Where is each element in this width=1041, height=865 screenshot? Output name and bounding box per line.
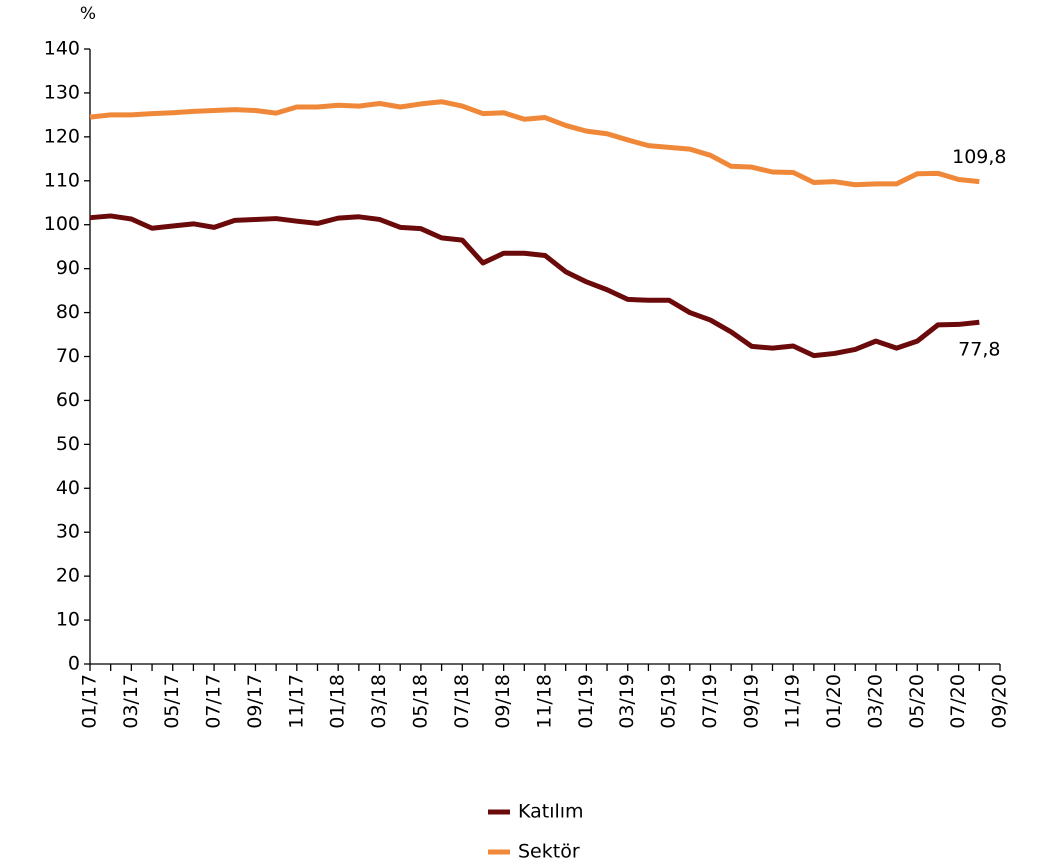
y-tick-label: 120 — [44, 125, 80, 147]
x-tick-label: 03/19 — [616, 674, 638, 729]
x-tick-label: 01/18 — [327, 674, 349, 729]
x-tick-label: 11/18 — [534, 674, 556, 729]
x-tick-label: 01/17 — [79, 674, 101, 729]
y-tick-label: 100 — [44, 213, 80, 235]
y-tick-label: 0 — [68, 653, 80, 675]
x-tick-label: 09/19 — [740, 674, 762, 729]
y-tick-label: 110 — [44, 169, 80, 191]
x-tick-label: 07/17 — [203, 674, 225, 729]
y-tick-label: 50 — [56, 433, 80, 455]
x-tick-label: 03/18 — [368, 674, 390, 729]
y-tick-label: 90 — [56, 257, 80, 279]
x-tick-label: 07/19 — [699, 674, 721, 729]
x-tick-label: 01/19 — [575, 674, 597, 729]
series-line — [89, 213, 980, 359]
x-tick-label: 09/17 — [244, 674, 266, 729]
y-tick-label: 30 — [56, 521, 80, 543]
x-tick-label: 05/20 — [906, 674, 928, 729]
y-tick-label: 20 — [56, 565, 80, 587]
y-tick-label: 140 — [44, 38, 80, 60]
y-tick-label: 70 — [56, 345, 80, 367]
x-tick-label: 09/18 — [492, 674, 514, 729]
legend-label: Katılım — [518, 801, 584, 823]
x-tick-label: 05/18 — [409, 674, 431, 729]
x-tick-label: 07/20 — [947, 674, 969, 729]
y-tick-label: 40 — [56, 477, 80, 499]
y-axis-label: % — [80, 4, 96, 24]
y-tick-label: 80 — [56, 301, 80, 323]
data-label: 109,8 — [952, 146, 1006, 168]
x-tick-label: 05/19 — [658, 674, 680, 729]
y-tick-label: 130 — [44, 81, 80, 103]
x-tick-label: 05/17 — [161, 674, 183, 729]
y-tick-label: 10 — [56, 609, 80, 631]
legend-label: Sektör — [518, 841, 580, 863]
x-tick-label: 03/17 — [120, 674, 142, 729]
x-tick-label: 01/20 — [823, 674, 845, 729]
x-tick-label: 03/20 — [864, 674, 886, 729]
data-label: 77,8 — [958, 339, 1000, 361]
x-tick-label: 11/19 — [782, 674, 804, 729]
x-tick-label: 11/17 — [285, 674, 307, 729]
series-line — [89, 99, 980, 188]
y-tick-label: 60 — [56, 389, 80, 411]
x-tick-label: 09/20 — [989, 674, 1011, 729]
x-tick-label: 07/18 — [451, 674, 473, 729]
